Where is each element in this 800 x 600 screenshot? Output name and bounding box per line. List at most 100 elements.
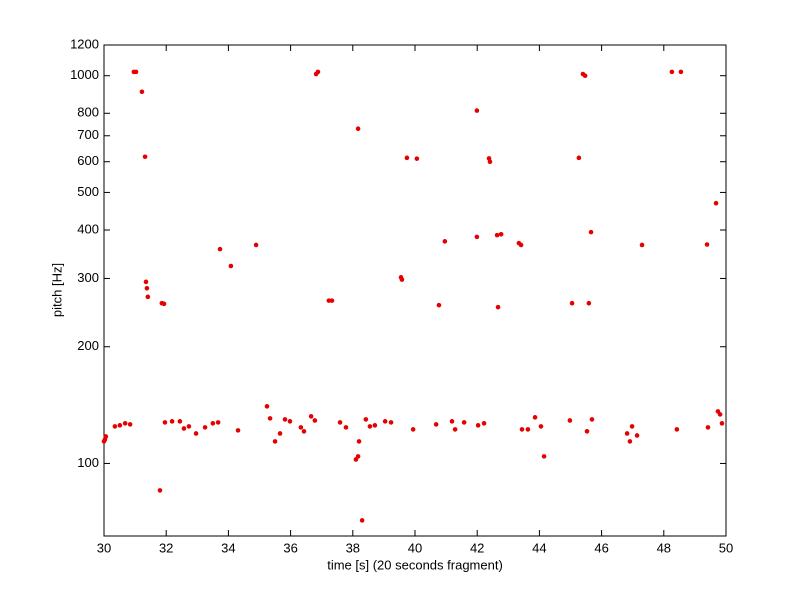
data-point (298, 425, 304, 430)
data-point (461, 420, 467, 425)
data-point (287, 419, 293, 424)
x-tick-label: 50 (719, 540, 733, 555)
data-point (253, 242, 259, 248)
data-point (719, 421, 725, 426)
y-tick-label: 800 (77, 105, 99, 120)
x-tick-label: 44 (532, 540, 546, 555)
data-point (586, 300, 592, 306)
data-point (235, 428, 241, 433)
data-point (541, 454, 547, 459)
y-axis-label: pitch [Hz] (49, 263, 64, 317)
data-point (588, 229, 594, 235)
y-tick-label: 500 (77, 184, 99, 199)
data-point (538, 424, 544, 429)
x-tick-label: 42 (470, 540, 484, 555)
data-point (169, 419, 175, 424)
data-point (186, 424, 192, 429)
data-point (678, 69, 684, 75)
data-point (449, 419, 455, 424)
data-point (315, 69, 321, 75)
data-point (674, 427, 680, 432)
data-point (355, 454, 361, 459)
data-point (717, 412, 723, 417)
data-point (382, 419, 388, 424)
data-point (144, 285, 150, 291)
y-tick-label: 300 (77, 270, 99, 285)
data-point (584, 429, 590, 434)
data-point (525, 427, 531, 432)
data-point (576, 155, 582, 161)
data-point (494, 232, 500, 238)
data-point (589, 417, 595, 422)
y-tick-label: 1000 (70, 67, 99, 82)
data-point (308, 414, 314, 419)
data-point (404, 155, 410, 161)
data-point (103, 434, 109, 439)
data-point (372, 423, 378, 428)
data-point (388, 420, 394, 425)
data-point (215, 420, 221, 425)
data-point (367, 424, 373, 429)
data-point (436, 302, 442, 308)
data-point (433, 422, 439, 427)
data-point (567, 418, 573, 423)
data-point (143, 279, 149, 285)
data-point (498, 231, 504, 237)
data-point (217, 246, 223, 252)
data-point (329, 298, 335, 303)
data-point (582, 73, 588, 79)
data-point (363, 417, 369, 422)
data-point (519, 427, 525, 432)
data-point (177, 419, 183, 424)
data-point (532, 415, 538, 420)
data-point (487, 159, 493, 165)
data-point (157, 488, 163, 493)
data-point (669, 69, 675, 75)
data-point (399, 277, 405, 282)
data-point (277, 431, 283, 436)
y-tick-label: 100 (77, 455, 99, 470)
x-tick-label: 48 (657, 540, 671, 555)
y-tick-label: 200 (77, 338, 99, 353)
data-point (267, 416, 273, 421)
y-tick-label: 1200 (70, 36, 99, 51)
data-point (495, 304, 501, 310)
y-tick-label: 400 (77, 221, 99, 236)
data-point (343, 425, 349, 430)
data-point (133, 69, 139, 75)
data-point (312, 418, 318, 423)
data-point (359, 518, 365, 523)
data-point (442, 239, 448, 244)
data-point (639, 242, 645, 248)
data-point (624, 431, 630, 436)
x-tick-label: 32 (159, 540, 173, 555)
data-point (301, 429, 307, 434)
y-tick-label: 700 (77, 127, 99, 142)
x-tick-label: 46 (594, 540, 608, 555)
data-point (112, 424, 118, 429)
x-axis-label: time [s] (20 seconds fragment) (327, 557, 503, 572)
data-point (475, 423, 481, 428)
data-point (355, 126, 361, 131)
data-point (142, 154, 148, 160)
data-point (161, 301, 167, 307)
data-point (634, 433, 640, 438)
data-point (474, 108, 480, 113)
data-point (337, 420, 343, 425)
data-point (629, 424, 635, 429)
data-point (162, 420, 168, 425)
data-point (569, 300, 575, 306)
x-tick-label: 36 (283, 540, 297, 555)
data-point (145, 294, 151, 300)
data-point (228, 263, 234, 269)
data-point (202, 425, 208, 430)
data-point (139, 89, 145, 95)
data-point (193, 431, 199, 436)
plot-frame (103, 44, 727, 537)
data-point (272, 439, 278, 444)
data-point (474, 234, 480, 240)
y-tick-label: 600 (77, 153, 99, 168)
data-point (264, 404, 270, 409)
data-point (452, 427, 458, 432)
